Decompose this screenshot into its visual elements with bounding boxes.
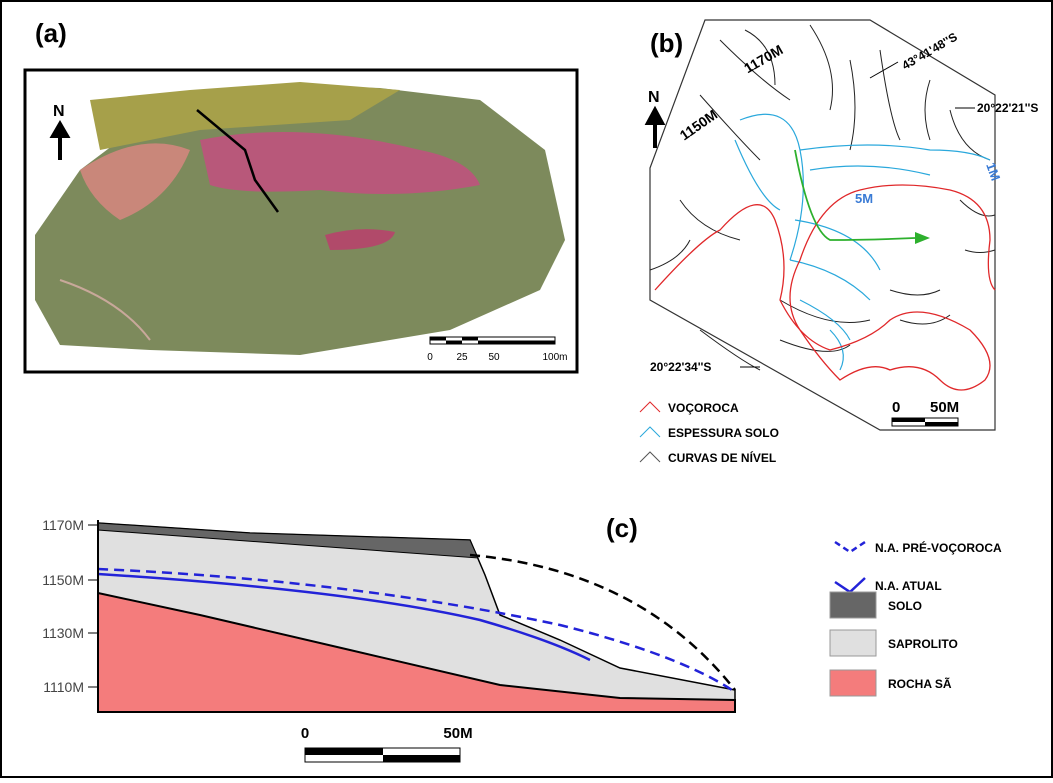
elevation-label: 1150M xyxy=(42,572,84,588)
scale-bar xyxy=(892,418,958,426)
legend-label: SAPROLITO xyxy=(888,637,958,651)
panel-label: (a) xyxy=(35,18,67,48)
legend-label: CURVAS DE NÍVEL xyxy=(668,450,776,465)
legend-label: N.A. PRÉ-VOÇOROCA xyxy=(875,540,1002,555)
legend-label: ESPESSURA SOLO xyxy=(668,426,779,440)
elevation-label: 1110M xyxy=(43,679,84,695)
scale-bar xyxy=(430,337,555,344)
scale-label: 0 xyxy=(427,352,433,363)
north-label: N xyxy=(648,89,660,106)
scale-label: 0 xyxy=(301,725,309,742)
coordinate: 20°22'34''S xyxy=(650,360,711,374)
legend-swatch xyxy=(830,630,876,656)
scale-label: 50 xyxy=(488,352,500,363)
panel-label: (b) xyxy=(650,28,683,58)
scale-label: 0 xyxy=(892,399,900,416)
legend-swatch xyxy=(830,592,876,618)
scale-label: 25 xyxy=(456,352,468,363)
panel-label: (c) xyxy=(606,513,638,543)
coordinate: 20°22'21''S xyxy=(977,101,1038,115)
north-label: N xyxy=(53,103,65,120)
elevation-label: 1130M xyxy=(42,625,84,641)
soil-label: 5M xyxy=(855,191,873,206)
scale-label: 100m xyxy=(542,352,567,363)
legend-label: VOÇOROCA xyxy=(668,401,739,415)
scale-label: 50M xyxy=(443,725,472,742)
legend-label: SOLO xyxy=(888,599,922,613)
figure: (a) N 0 25 50 100m (b) 1170M 1150M 5M 1M xyxy=(0,0,1053,778)
legend-label: ROCHA SÃ xyxy=(888,676,952,691)
scale-bar xyxy=(305,748,460,762)
legend-label: N.A. ATUAL xyxy=(875,579,942,593)
elevation-label: 1170M xyxy=(42,517,84,533)
legend-swatch xyxy=(830,670,876,696)
scale-label: 50M xyxy=(930,399,959,416)
